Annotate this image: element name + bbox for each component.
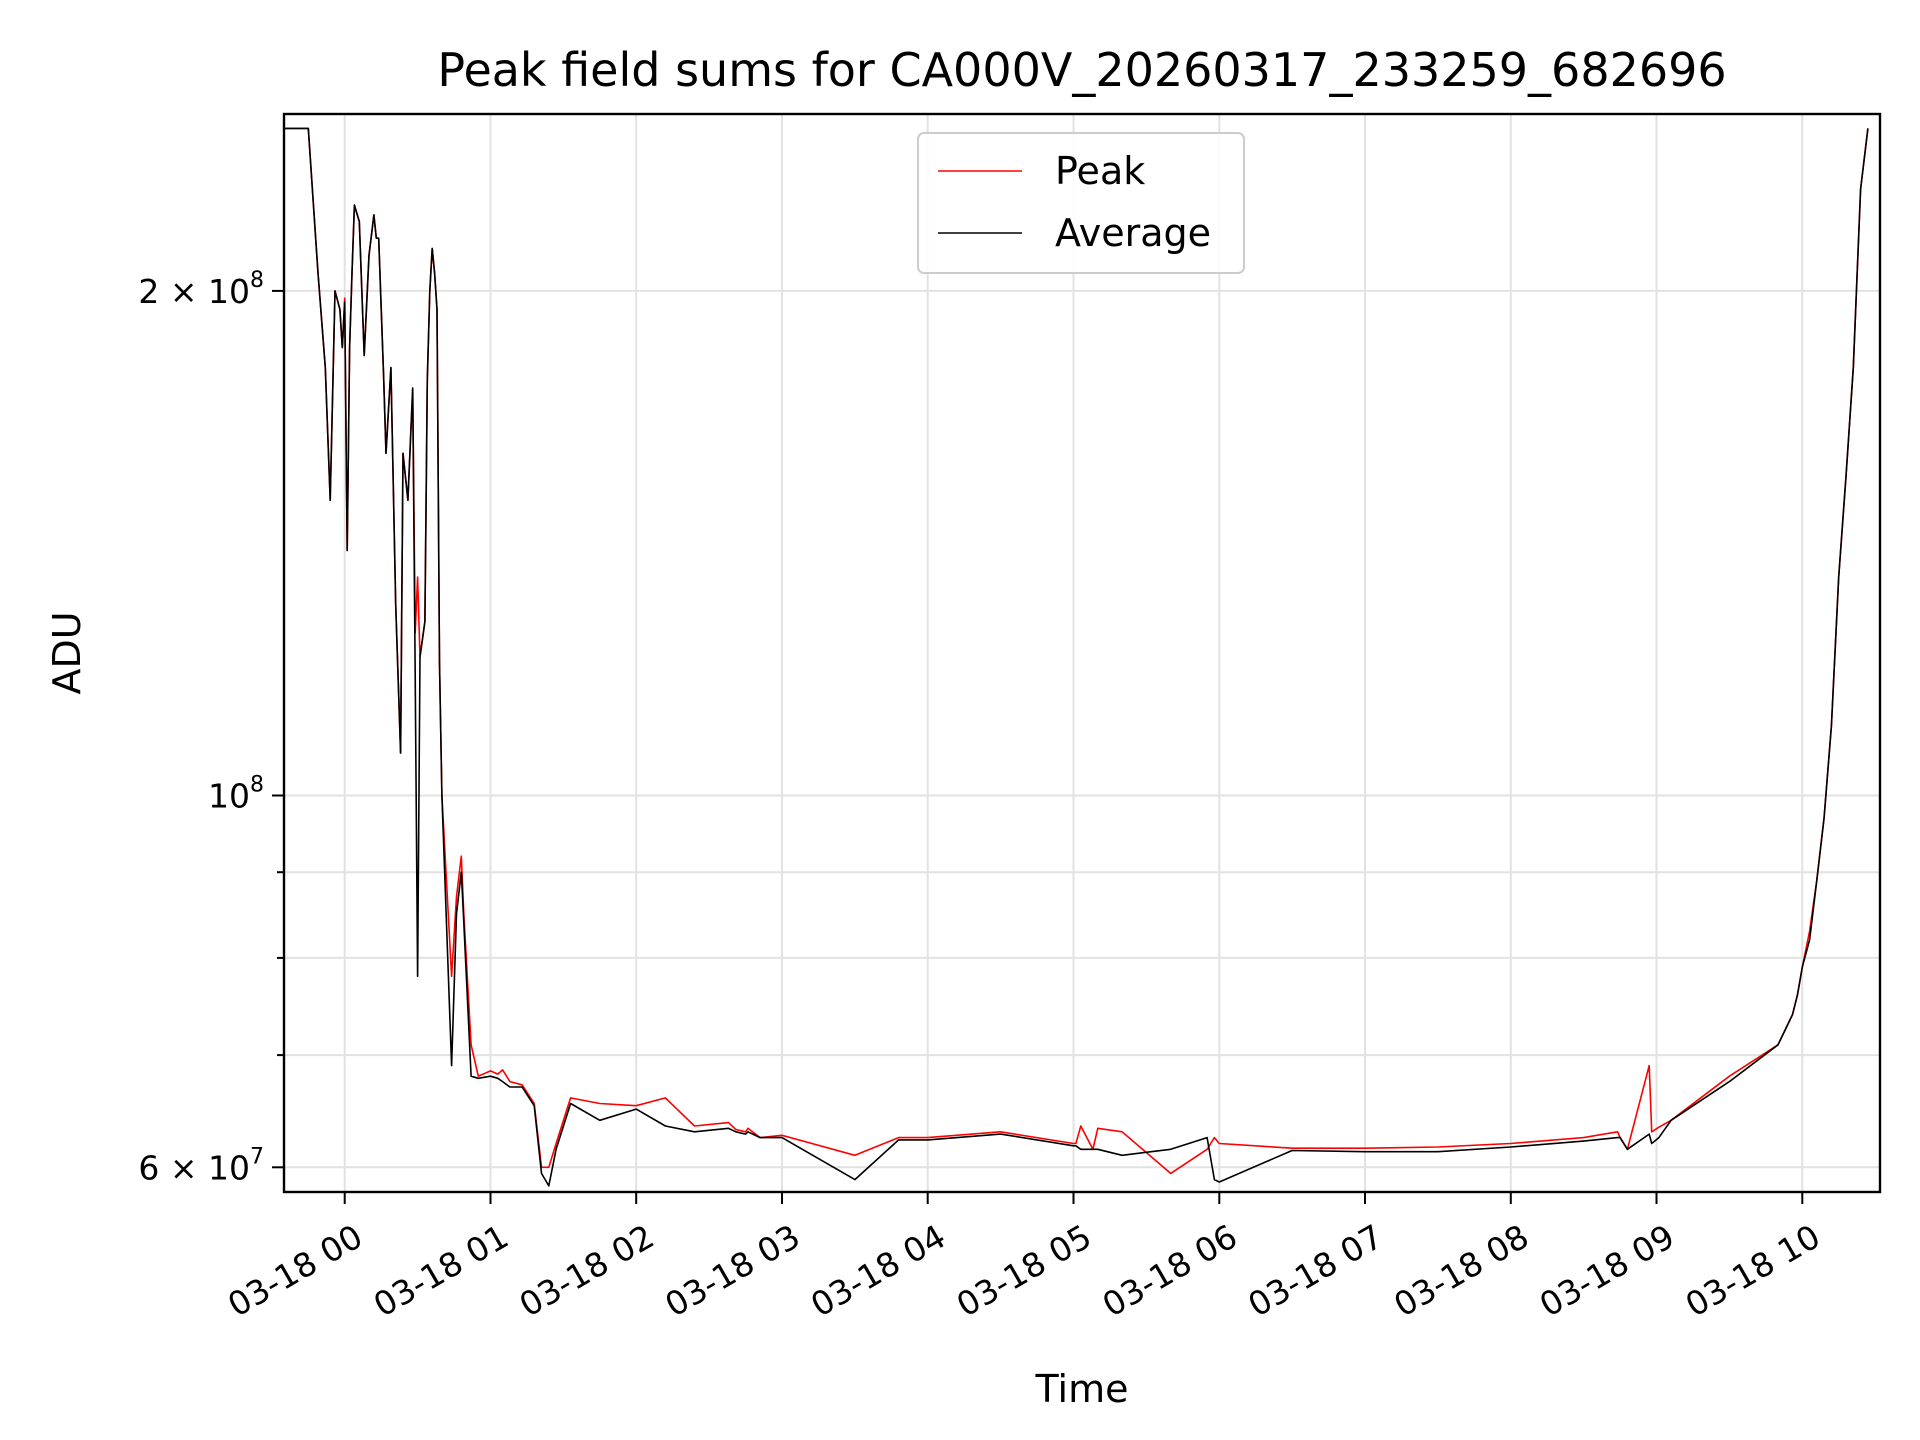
y-tick-label: 6 × 107 <box>138 1144 264 1187</box>
legend-label-average: Average <box>1055 211 1211 255</box>
legend-box <box>917 132 1245 274</box>
series-line-average <box>284 127 1869 1187</box>
y-tick-label: 108 <box>208 773 264 816</box>
y-axis-label: ADU <box>45 611 89 694</box>
series-layer <box>284 127 1869 1187</box>
chart-title: Peak field sums for CA000V_20260317_2332… <box>437 43 1726 97</box>
plot-frame <box>282 112 1882 1194</box>
legend: Peak Average <box>917 132 1245 274</box>
y-axis-ticks: 6 × 107 108 2 × 108 <box>138 268 284 1187</box>
x-axis-label: Time <box>1035 1367 1129 1411</box>
grid <box>284 114 1880 1192</box>
y-tick-label: 2 × 108 <box>138 268 264 311</box>
legend-label-peak: Peak <box>1055 149 1145 193</box>
